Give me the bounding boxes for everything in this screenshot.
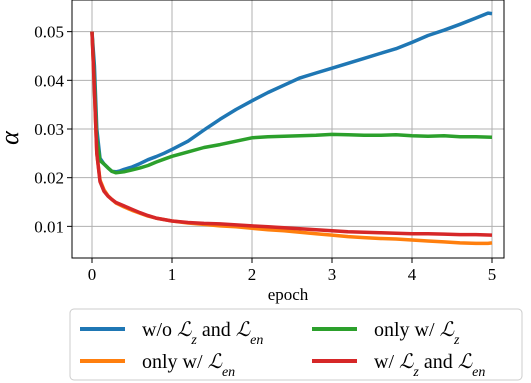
legend-label-part: ℒ [440, 319, 455, 341]
series-line-3 [90, 31, 493, 237]
legend-label-part: ℒ [399, 351, 414, 373]
x-tick-label: 1 [168, 265, 177, 284]
legend-label: only w/ ℒz [374, 319, 460, 348]
legend-label-part: and [419, 351, 458, 373]
x-tick-label: 4 [408, 265, 417, 284]
y-tick-label: 0.03 [34, 120, 64, 139]
legend-label-part: en [250, 333, 263, 348]
legend-label-part: z [190, 333, 197, 348]
legend-label-part: w/o [142, 319, 177, 341]
legend-label-part: z [412, 365, 419, 380]
legend-label-part: only w/ [374, 319, 440, 341]
x-tick-label: 0 [88, 265, 97, 284]
x-axis: 0 1 2 3 4 5 [88, 258, 497, 284]
legend-label-part: en [472, 365, 485, 380]
x-tick-label: 5 [488, 265, 497, 284]
series-line-0 [90, 11, 493, 174]
legend-item-1: only w/ ℒen [80, 351, 235, 380]
legend-item-2: only w/ ℒz [312, 319, 460, 348]
legend-label-part: ℒ [208, 351, 223, 373]
y-tick-label: 0.01 [34, 217, 64, 236]
y-tick-label: 0.05 [34, 23, 64, 42]
legend-label: only w/ ℒen [142, 351, 235, 380]
legend-label-part: ℒ [458, 351, 473, 373]
legend-label-part: only w/ [142, 351, 208, 373]
y-axis: 0.01 0.02 0.03 0.04 0.05 [34, 23, 72, 236]
legend-box [69, 308, 523, 381]
legend-label-part: z [453, 333, 460, 348]
legend-label-part: en [222, 365, 235, 380]
grid-lines [72, 0, 504, 258]
series-line-2 [90, 31, 493, 175]
legend-label: w/o ℒz and ℒen [142, 319, 263, 348]
legend-item-3: w/ ℒz and ℒen [312, 351, 485, 380]
legend-label-part: and [197, 319, 236, 341]
x-tick-label: 2 [248, 265, 257, 284]
y-tick-label: 0.04 [34, 71, 64, 90]
series-layer [90, 11, 493, 246]
x-axis-label: epoch [268, 285, 309, 304]
legend-label-part: w/ [374, 351, 399, 373]
legend-label-part: ℒ [236, 319, 251, 341]
y-tick-label: 0.02 [34, 169, 64, 188]
x-tick-label: 3 [328, 265, 337, 284]
legend-item-0: w/o ℒz and ℒen [80, 319, 263, 348]
y-axis-label: α [0, 130, 24, 145]
legend-label-part: ℒ [177, 319, 192, 341]
legend-label: w/ ℒz and ℒen [374, 351, 485, 380]
